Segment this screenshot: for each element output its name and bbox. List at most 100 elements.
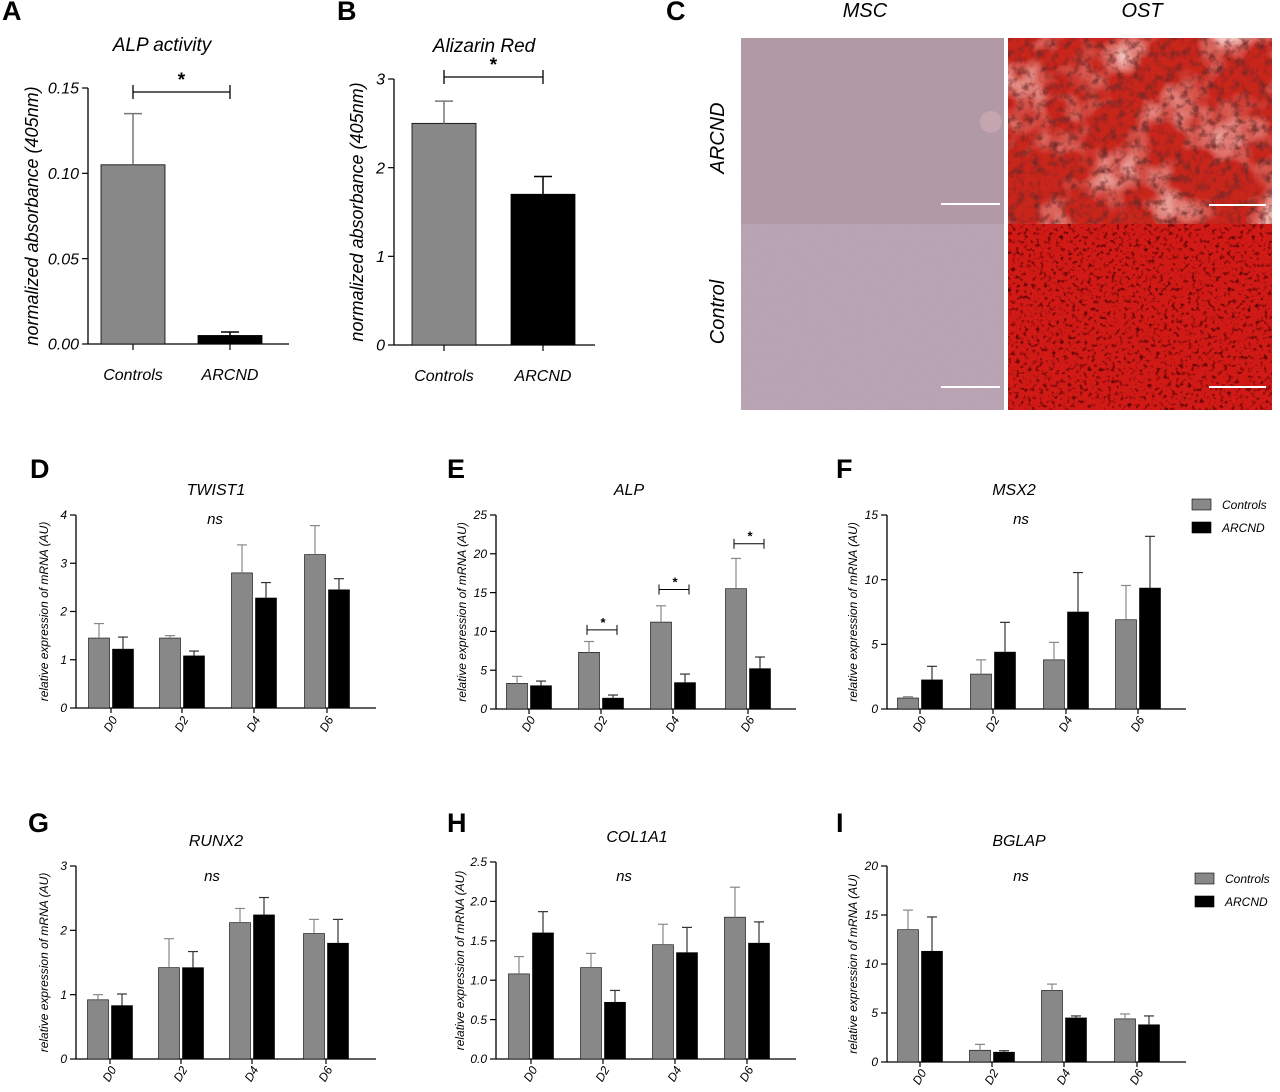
bar <box>197 335 263 345</box>
ns-label: ns <box>1013 868 1029 885</box>
bar-controls <box>231 572 253 709</box>
chart-title: ALP <box>613 482 645 499</box>
y-tick-label: 15 <box>865 908 879 922</box>
y-tick-label: 25 <box>473 508 488 522</box>
y-tick-label: 5 <box>871 638 878 652</box>
legend-swatch-controls <box>1194 872 1215 885</box>
micrograph-panel: MSC OST ARCND Control <box>707 0 1272 410</box>
x-tick-label: D0 <box>519 714 539 735</box>
micrograph-column-label-ost: OST <box>1121 0 1164 22</box>
x-tick-label: D0 <box>101 714 121 735</box>
y-axis-label: relative expression of mRNA (AU) <box>37 873 51 1053</box>
y-tick-label: 0.10 <box>48 166 79 183</box>
chart-i: BGLAP ns relative expression of mRNA (AU) 0… <box>846 833 1270 1087</box>
ns-label: ns <box>616 868 632 885</box>
x-tick-label: D2 <box>591 714 611 735</box>
bar-controls <box>1114 1018 1136 1063</box>
x-tick-label: D6 <box>737 1064 757 1085</box>
bar-controls <box>897 929 919 1063</box>
chart-g: RUNX2 ns relative expression of mRNA (AU) 0… <box>37 833 376 1084</box>
legend-label-arcnd: ARCND <box>1221 521 1265 535</box>
bar-controls <box>506 683 528 710</box>
legend-swatch-arcnd <box>1194 895 1215 908</box>
y-axis-label: relative expression of mRNA (AU) <box>846 522 860 702</box>
significance-star: * <box>600 615 606 630</box>
legend: Controls ARCND <box>1194 872 1270 909</box>
micrograph-row-label-arcnd: ARCND <box>707 102 729 174</box>
y-tick-label: 5 <box>480 663 487 677</box>
bar <box>510 193 576 346</box>
bar-controls <box>970 673 992 710</box>
y-tick-label: 10 <box>865 957 879 971</box>
y-tick-label: 0.05 <box>48 251 79 268</box>
x-tick-label: D6 <box>738 714 758 735</box>
chart-h: COL1A1 ns relative expression of mRNA (AU)… <box>453 829 796 1084</box>
bar-controls <box>229 922 251 1060</box>
chart-f: MSX2 ns relative expression of mRNA (AU) 0 5… <box>846 482 1267 734</box>
panel-letter-b: B <box>337 0 357 26</box>
chart-title: ALP activity <box>112 35 213 56</box>
x-tick-label: Controls <box>414 368 474 385</box>
x-tick-label: D0 <box>910 714 930 735</box>
panel-letter-c: C <box>666 0 686 26</box>
y-tick-label: 0 <box>871 702 878 716</box>
y-tick-label: 5 <box>871 1006 878 1020</box>
bar-arcnd <box>253 914 275 1060</box>
bar <box>411 122 477 346</box>
significance-star: * <box>178 70 186 91</box>
bar-arcnd <box>183 655 205 709</box>
micrograph-control-msc <box>741 224 1004 410</box>
bar-arcnd <box>111 1005 133 1060</box>
y-tick-label: 0 <box>871 1055 878 1069</box>
y-tick-label: 0.5 <box>470 1013 487 1027</box>
bar-controls <box>580 967 602 1060</box>
significance-star: * <box>747 529 753 544</box>
y-axis-label: relative expression of mRNA (AU) <box>846 874 860 1054</box>
legend-label-arcnd: ARCND <box>1224 895 1268 909</box>
legend-swatch-arcnd <box>1191 521 1212 534</box>
x-tick-label: Controls <box>103 367 163 384</box>
micrograph-arcnd-msc <box>741 38 1004 224</box>
bar-arcnd <box>112 648 134 709</box>
y-tick-label: 10 <box>865 573 879 587</box>
micrograph-arcnd-ost <box>1008 38 1272 224</box>
legend-label-controls: Controls <box>1222 498 1267 512</box>
y-tick-label: 4 <box>60 508 67 522</box>
y-tick-label: 2 <box>375 160 385 177</box>
bar-arcnd <box>676 952 698 1060</box>
bar-arcnd <box>748 942 770 1060</box>
bar-arcnd <box>602 697 624 710</box>
y-tick-label: 1.0 <box>470 973 487 987</box>
y-tick-label: 1.5 <box>470 934 487 948</box>
y-tick-label: 0 <box>60 1052 67 1066</box>
bar-arcnd <box>993 1051 1015 1063</box>
x-tick-label: D2 <box>982 1067 1002 1088</box>
bar-arcnd <box>328 589 350 709</box>
y-tick-label: 0.0 <box>470 1052 487 1066</box>
y-axis-label: normalized absorbance (405nm) <box>22 86 42 345</box>
bar-controls <box>897 697 919 710</box>
panel-letter-h: H <box>447 808 467 838</box>
bar-controls <box>650 621 672 710</box>
y-tick-label: 0.15 <box>48 81 79 98</box>
bar-arcnd <box>1138 1024 1160 1063</box>
x-tick-label: D2 <box>593 1064 613 1085</box>
bar-controls <box>725 588 747 710</box>
y-tick-label: 10 <box>474 625 488 639</box>
bar-arcnd <box>921 950 943 1063</box>
chart-a: ALP activity normalized absorbance (405nm… <box>22 35 289 384</box>
x-tick-label: D2 <box>172 714 192 735</box>
bar <box>100 164 166 345</box>
bar-controls <box>1115 619 1137 710</box>
y-tick-label: 20 <box>864 859 879 873</box>
bar-controls <box>158 967 180 1060</box>
y-tick-label: 0 <box>60 701 67 715</box>
micrograph-column-label-msc: MSC <box>843 0 888 22</box>
y-axis-label: relative expression of mRNA (AU) <box>37 522 51 702</box>
bar-controls <box>1041 990 1063 1063</box>
bar-controls <box>303 933 325 1060</box>
bar-arcnd <box>532 932 554 1060</box>
x-tick-label: D4 <box>663 714 683 735</box>
